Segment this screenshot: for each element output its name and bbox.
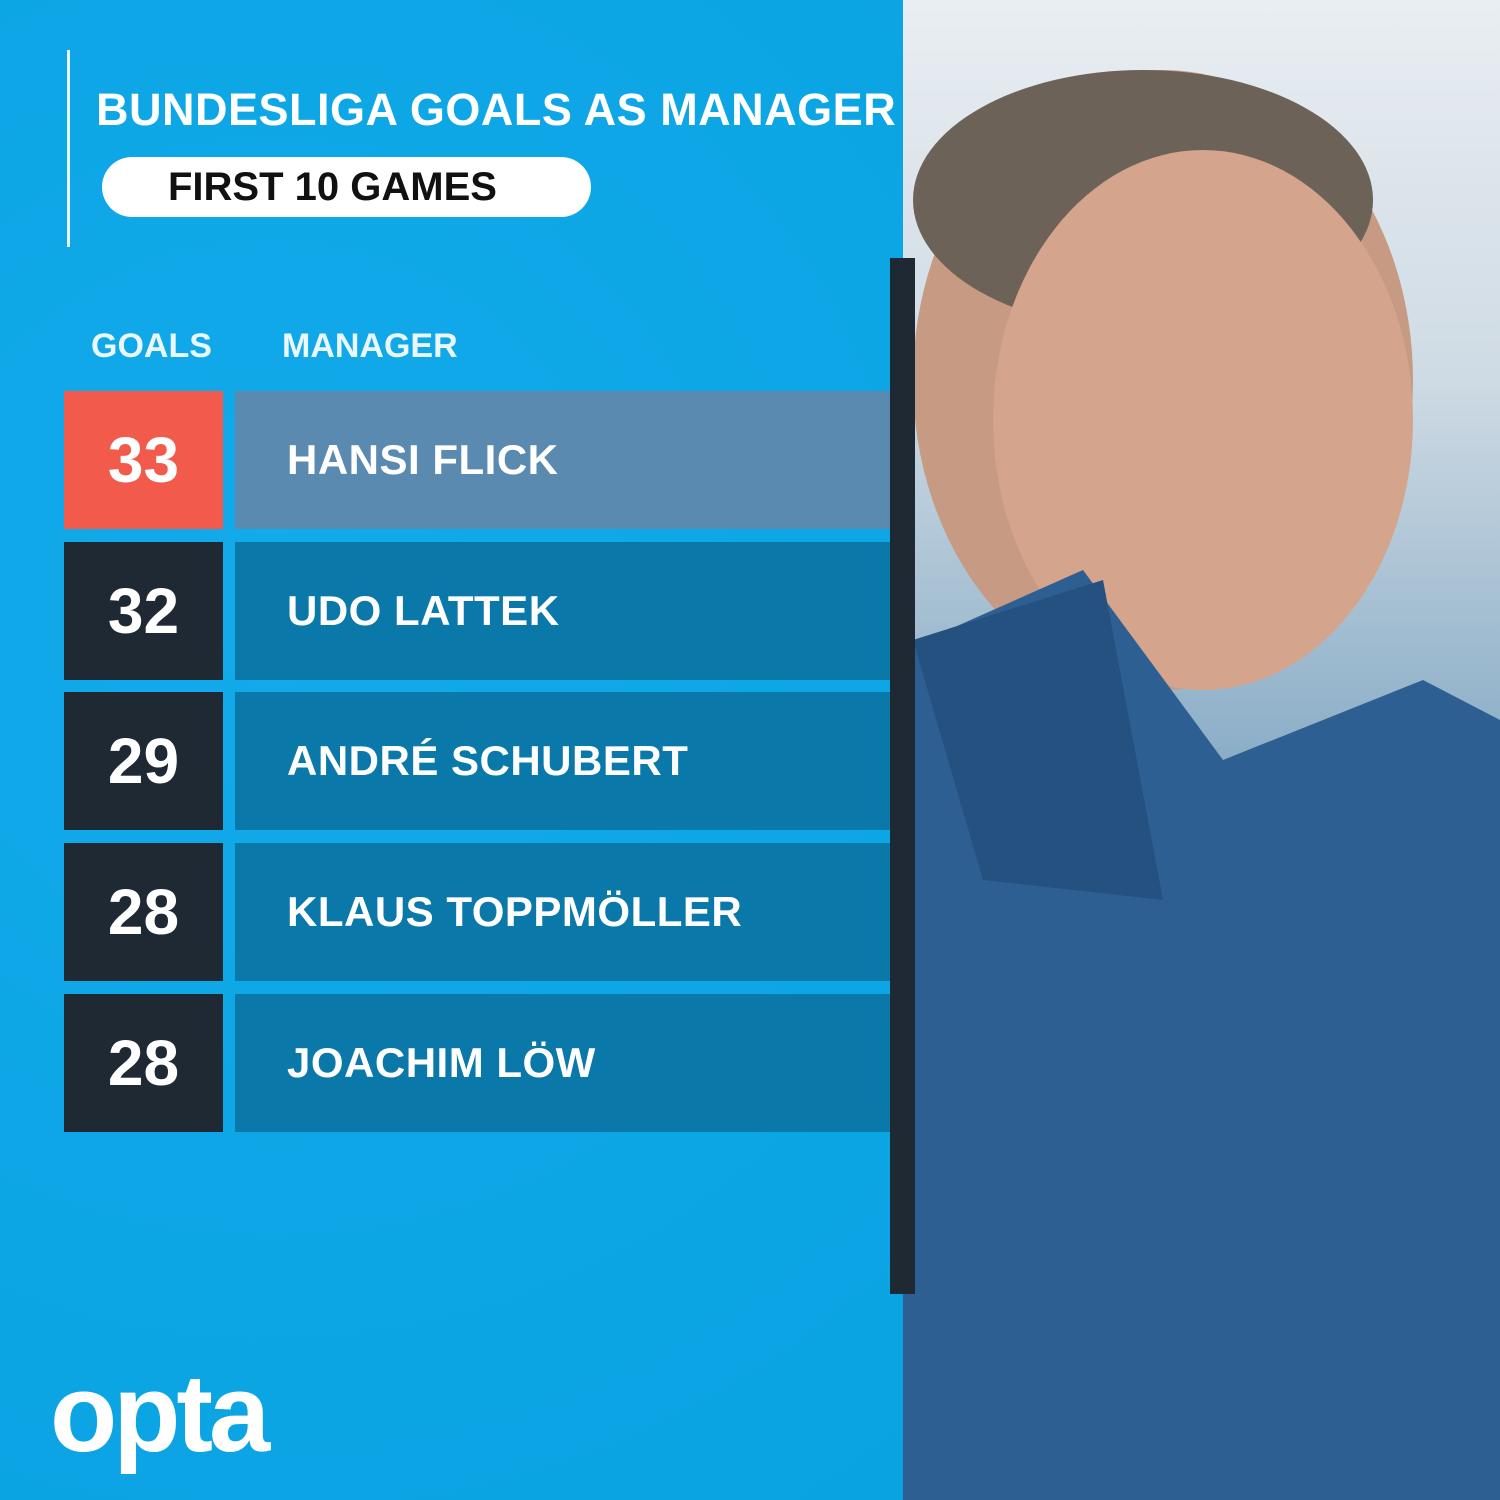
goals-cell: 28 — [64, 843, 223, 981]
chart-title: BUNDESLIGA GOALS AS MANAGER — [96, 84, 897, 135]
goals-cell: 29 — [64, 692, 223, 830]
subtitle-pill: FIRST 10 GAMES — [102, 157, 591, 217]
goals-cell: 33 — [64, 391, 223, 529]
manager-cell: UDO LATTEK — [235, 542, 890, 680]
manager-cell: KLAUS TOPPMÖLLER — [235, 843, 890, 981]
table-row: 29 ANDRÉ SCHUBERT — [64, 692, 890, 830]
manager-photo — [903, 0, 1500, 1500]
photo-illustration — [903, 70, 1500, 1500]
divider-bar — [890, 258, 915, 1294]
table-row: 28 KLAUS TOPPMÖLLER — [64, 843, 890, 981]
manager-cell: JOACHIM LÖW — [235, 994, 890, 1132]
title-accent-line — [67, 50, 70, 247]
table-row: 28 JOACHIM LÖW — [64, 994, 890, 1132]
manager-cell: ANDRÉ SCHUBERT — [235, 692, 890, 830]
column-header-goals: GOALS — [91, 327, 212, 365]
goals-cell: 28 — [64, 994, 223, 1132]
table-row: 32 UDO LATTEK — [64, 542, 890, 680]
opta-logo: opta — [50, 1352, 270, 1475]
column-header-manager: MANAGER — [282, 327, 458, 365]
manager-cell: HANSI FLICK — [235, 391, 890, 529]
table-row: 33 HANSI FLICK — [64, 391, 890, 529]
goals-cell: 32 — [64, 542, 223, 680]
